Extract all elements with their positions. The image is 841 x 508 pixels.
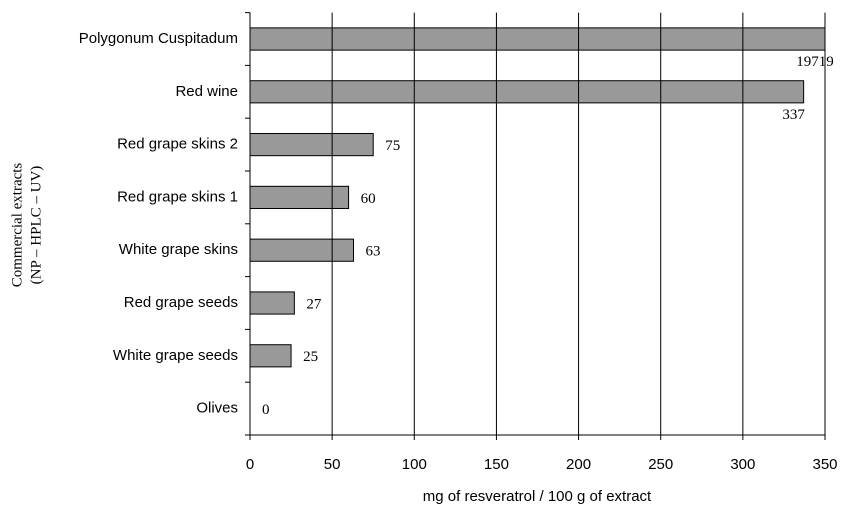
x-tick-label: 200 <box>566 456 591 473</box>
y-tick-label: Polygonum Cuspitadum <box>79 30 238 47</box>
y-tick-label: Olives <box>196 400 238 417</box>
x-tick-label: 150 <box>484 456 509 473</box>
x-tick-label: 350 <box>812 456 837 473</box>
y-tick-label: Red grape skins 2 <box>117 136 238 153</box>
y-tick-label: White grape seeds <box>113 347 238 364</box>
bar <box>250 344 292 368</box>
x-tick-label: 50 <box>324 456 341 473</box>
y-axis-label: (NP – HPLC – UV) <box>28 166 44 285</box>
x-tick-label: 0 <box>246 456 254 473</box>
value-label: 25 <box>303 349 318 365</box>
value-label: 337 <box>782 107 805 123</box>
bar <box>250 133 374 157</box>
value-label: 60 <box>361 191 376 207</box>
y-tick-label: White grape skins <box>119 241 238 258</box>
x-tick-label: 100 <box>402 456 427 473</box>
x-axis-label: mg of resveratrol / 100 g of extract <box>423 488 652 505</box>
x-tick-label: 300 <box>730 456 755 473</box>
y-axis-label: Commercial extracts <box>9 163 25 288</box>
bar <box>250 27 825 51</box>
value-label: 75 <box>385 138 400 154</box>
value-label: 19719 <box>796 54 834 70</box>
bar <box>250 291 295 315</box>
bar <box>250 80 805 104</box>
value-label: 63 <box>366 244 381 260</box>
y-tick-label: Red wine <box>175 83 238 100</box>
value-label: 0 <box>262 402 270 418</box>
bar <box>250 185 350 209</box>
value-label: 27 <box>306 296 322 312</box>
x-tick-label: 250 <box>648 456 673 473</box>
y-tick-label: Red grape skins 1 <box>117 188 238 205</box>
y-tick-label: Red grape seeds <box>124 294 238 311</box>
bar-group <box>250 27 825 368</box>
bar <box>250 238 354 262</box>
